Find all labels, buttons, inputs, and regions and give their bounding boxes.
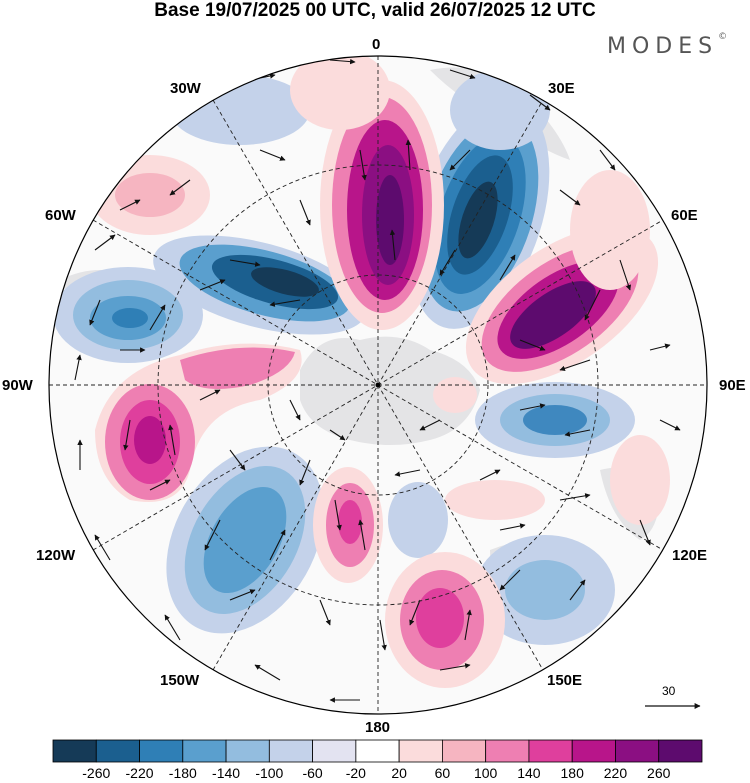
- positive-anomalies: [90, 56, 670, 688]
- colorbar-tick-label: -20: [345, 765, 366, 781]
- colorbar-tick-label: 140: [517, 765, 541, 781]
- colorbar-segment: [268, 739, 314, 763]
- colorbar-segment: [312, 739, 357, 763]
- label-lon-0: 0: [372, 36, 381, 53]
- colorbar-tick-label: -100: [255, 765, 284, 781]
- colorbar-tick-label: 100: [473, 765, 498, 781]
- label-lon-150e: 150E: [547, 672, 583, 689]
- pole-marker: [375, 382, 381, 388]
- label-lon-120w: 120W: [36, 547, 76, 564]
- colorbar-segment: [615, 739, 660, 763]
- map-boundary: [48, 55, 708, 715]
- label-lon-60w: 60W: [45, 207, 76, 224]
- label-lon-180: 180: [365, 719, 391, 736]
- colorbar-tick-label: 60: [434, 765, 451, 781]
- reference-vector-label: 30: [662, 684, 676, 698]
- colorbar-segment: [52, 739, 97, 763]
- colorbar-tick-label: -180: [168, 765, 197, 781]
- colorbar-tick-label: -60: [302, 765, 323, 781]
- colorbar-tick-label: -140: [212, 765, 241, 781]
- colorbar-segment: [139, 739, 184, 763]
- label-lon-150w: 150W: [160, 672, 200, 689]
- map-title: Base 19/07/2025 00 UTC, valid 26/07/2025…: [154, 0, 596, 21]
- label-lon-30e: 30E: [548, 80, 575, 97]
- colorbar-segment: [658, 739, 703, 763]
- colorbar-segment: [528, 739, 573, 763]
- colorbar: [52, 739, 703, 763]
- label-lon-30w: 30W: [170, 80, 201, 97]
- brand-mark: ©: [718, 32, 728, 42]
- colorbar-tick-label: 220: [603, 765, 628, 781]
- colorbar-tick-label: 260: [647, 765, 671, 781]
- colorbar-segment: [571, 739, 616, 763]
- label-lon-90w: 90W: [2, 377, 33, 394]
- colorbar-segment: [441, 739, 487, 763]
- colorbar-segment: [225, 739, 270, 763]
- label-lon-120e: 120E: [672, 547, 708, 564]
- colorbar-segment: [95, 739, 140, 763]
- brand-logo: MODES©: [607, 32, 728, 59]
- colorbar-tick-label: 20: [391, 765, 407, 781]
- colorbar-segment: [485, 739, 530, 763]
- label-lon-90e: 90E: [719, 377, 746, 394]
- brand-text: MODES: [607, 34, 719, 59]
- colorbar-tick-label: -260: [82, 765, 111, 781]
- label-lon-60e: 60E: [671, 207, 698, 224]
- colorbar-tick-label: -220: [125, 765, 154, 781]
- colorbar-segment: [355, 739, 400, 763]
- colorbar-tick-label: 180: [560, 765, 584, 781]
- colorbar-segment: [182, 739, 227, 763]
- field-layer: [49, 56, 707, 714]
- colorbar-segment: [398, 739, 443, 763]
